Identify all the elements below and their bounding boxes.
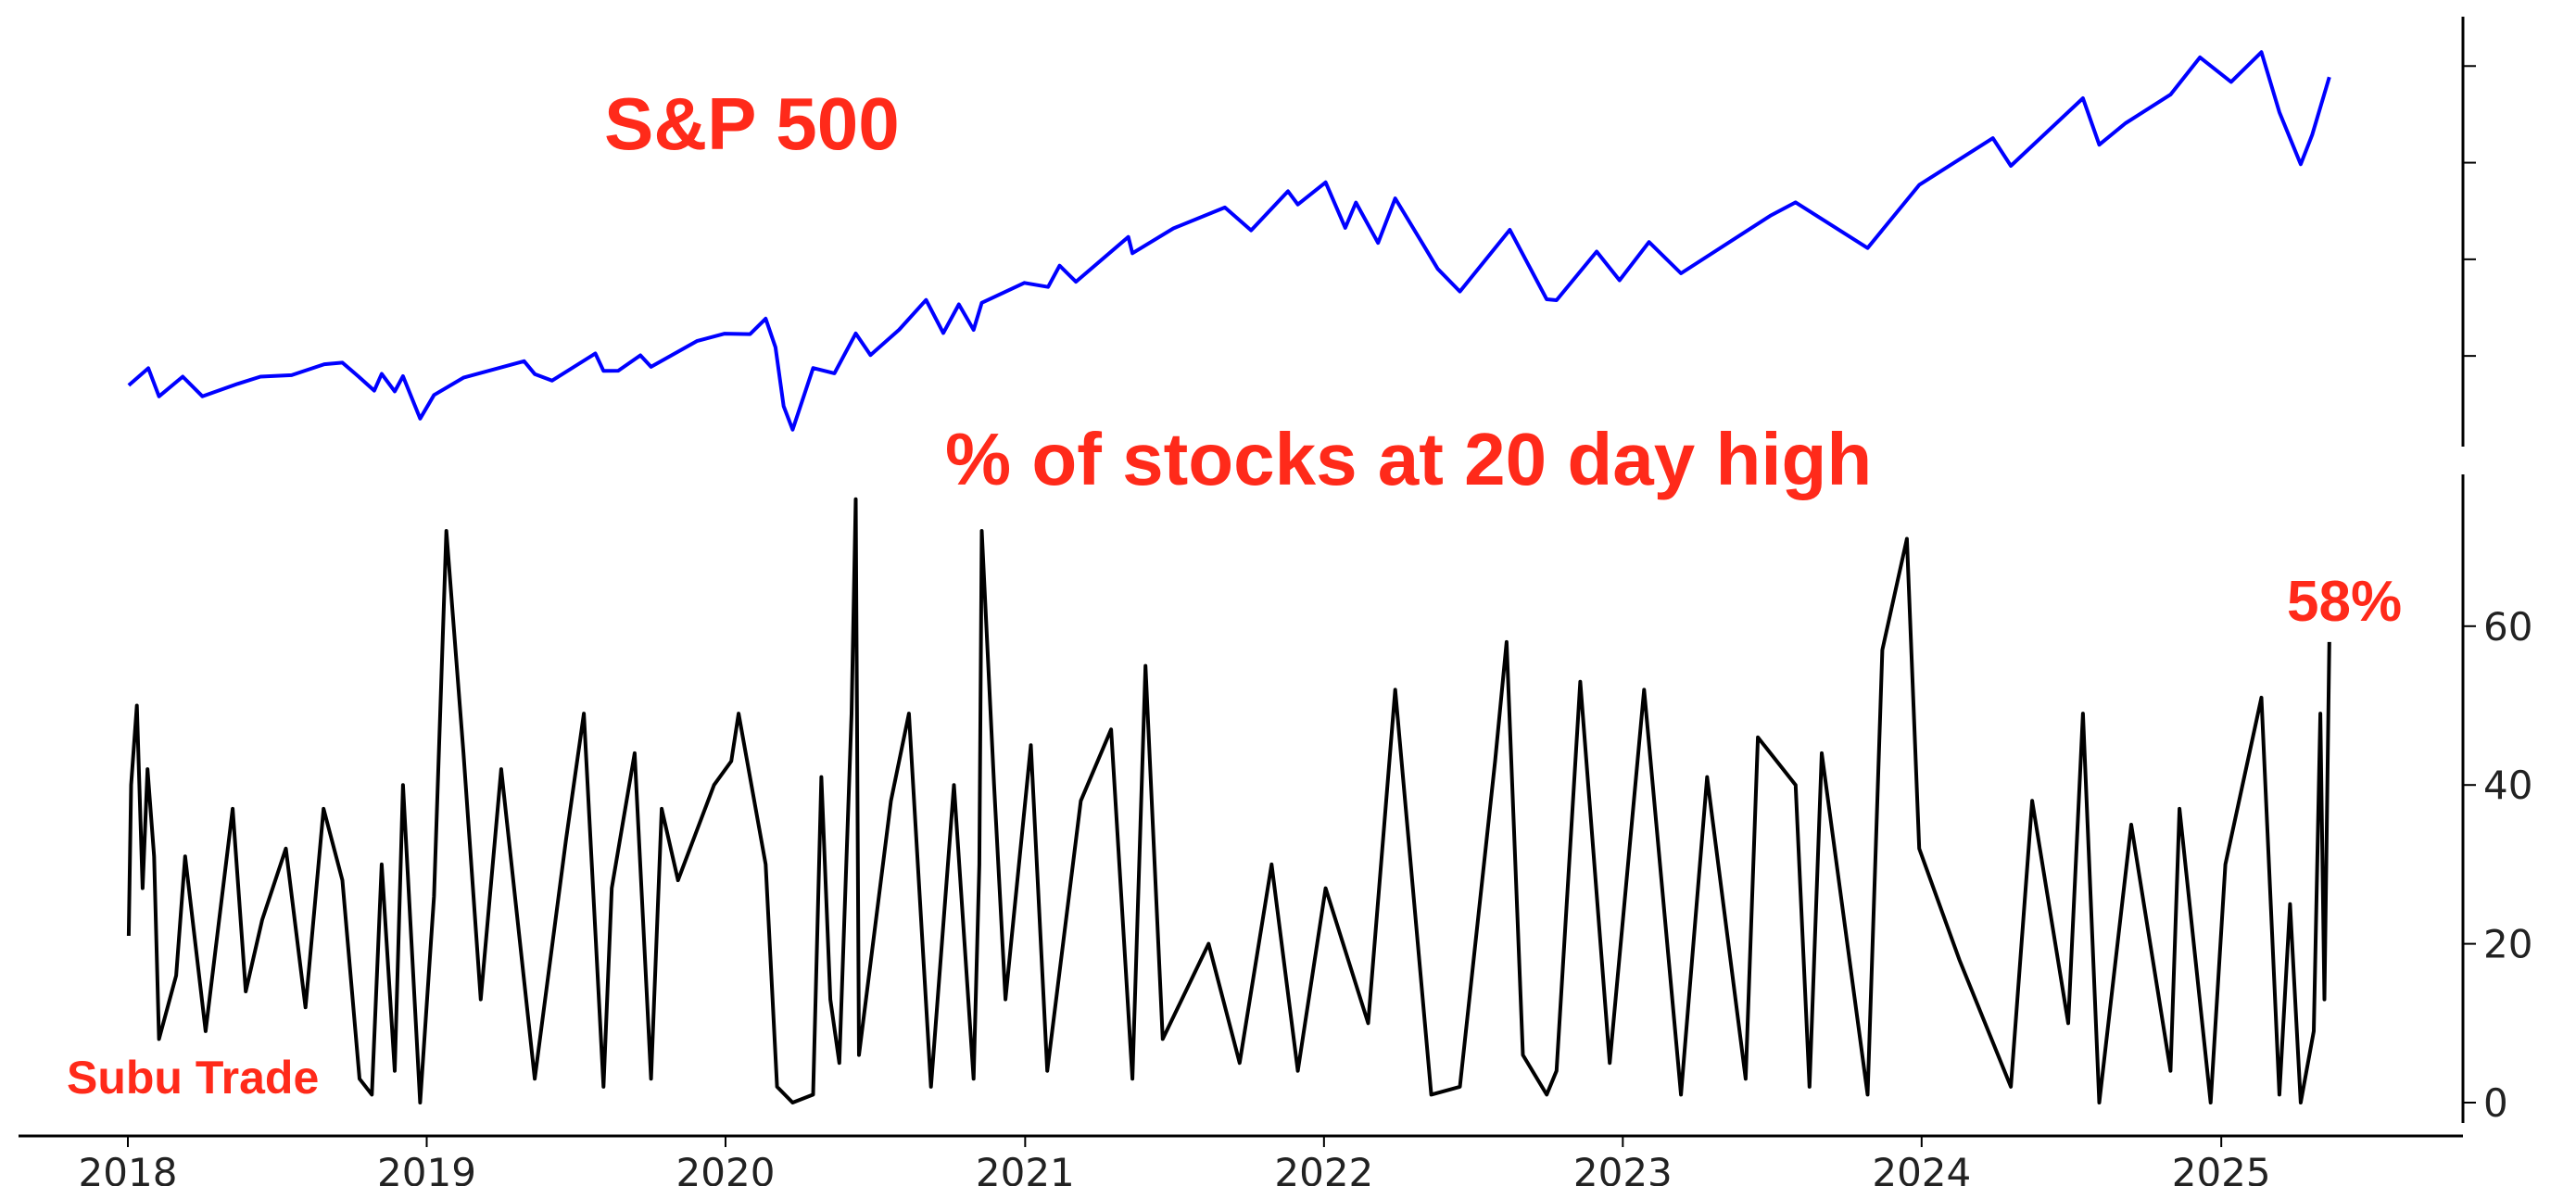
pct-20day-high-title: % of stocks at 20 day high bbox=[945, 418, 1873, 500]
brand-watermark: Subu Trade bbox=[67, 1052, 320, 1104]
x-tick-label: 2022 bbox=[1274, 1150, 1373, 1186]
sp500-series-line bbox=[127, 50, 2331, 432]
pct-series-line bbox=[126, 497, 2331, 1104]
x-tick-label: 2021 bbox=[976, 1150, 1075, 1186]
sp500-title: S&P 500 bbox=[604, 82, 900, 165]
latest-value-callout: 58% bbox=[2287, 570, 2403, 634]
sp500-panel bbox=[127, 17, 2476, 447]
x-tick-label: 2019 bbox=[377, 1150, 476, 1186]
x-tick-label: 2024 bbox=[1872, 1150, 1971, 1186]
x-tick-label: 2025 bbox=[2172, 1150, 2271, 1186]
pct-y-tick-label: 40 bbox=[2483, 763, 2532, 808]
pct-y-tick-label: 20 bbox=[2483, 922, 2532, 967]
pct-20day-high-panel: 0 20 40 60 bbox=[126, 474, 2532, 1126]
x-axis: 2018 2019 2020 2021 2022 2023 2024 2025 bbox=[19, 1134, 2463, 1186]
pct-y-tick-label: 60 bbox=[2483, 604, 2532, 650]
pct-y-tick-label: 0 bbox=[2483, 1080, 2508, 1126]
x-tick-label: 2018 bbox=[79, 1150, 178, 1186]
x-tick-label: 2023 bbox=[1573, 1150, 1673, 1186]
x-tick-label: 2020 bbox=[676, 1150, 776, 1186]
